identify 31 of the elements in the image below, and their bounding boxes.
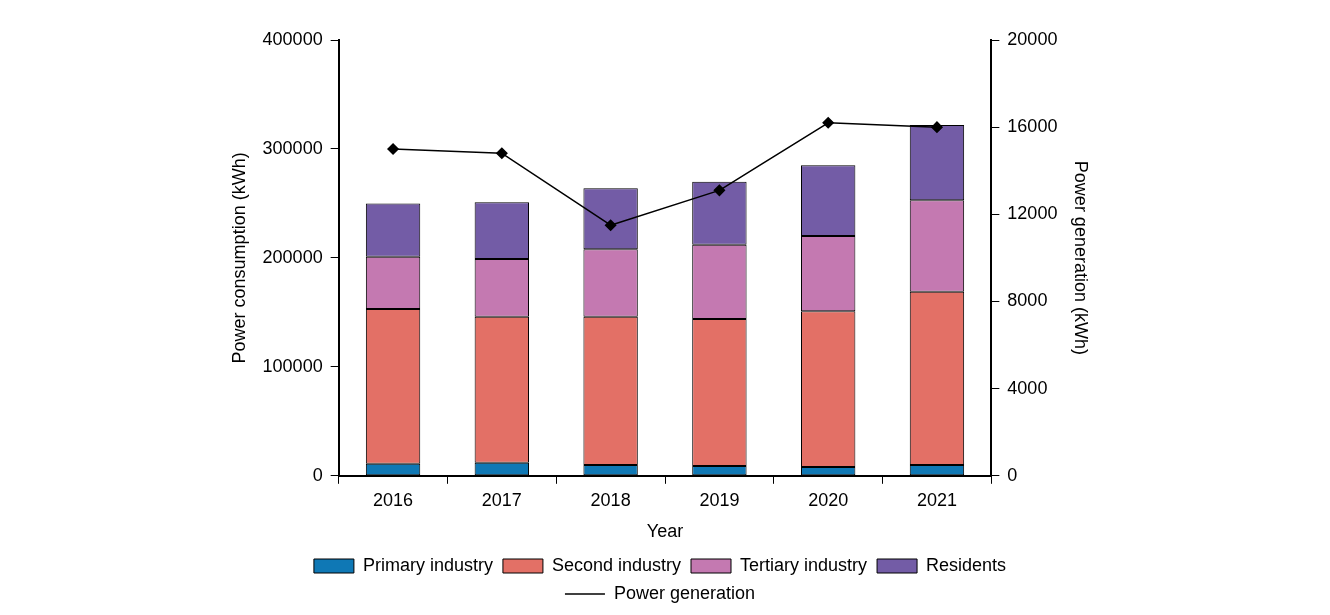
y-axis-title: Power consumption (kWh) bbox=[228, 152, 249, 364]
y2-tick-label: 4000 bbox=[1007, 377, 1048, 398]
y-tick-label: 100000 bbox=[262, 355, 323, 376]
x-axis-title: Year bbox=[646, 521, 684, 542]
y2-tick-label: 8000 bbox=[1007, 290, 1048, 311]
legend-label: Tertiary industry bbox=[740, 554, 868, 575]
y2-tick-label: 12000 bbox=[1007, 203, 1058, 224]
legend-label: Primary industry bbox=[362, 554, 493, 575]
y2-tick-label: 20000 bbox=[1007, 28, 1058, 49]
x-tick-label: 2020 bbox=[808, 489, 849, 510]
x-tick-label: 2017 bbox=[481, 489, 522, 510]
y-tick-label: 200000 bbox=[262, 246, 323, 267]
legend-label: Second industry bbox=[551, 554, 682, 575]
x-tick-label: 2016 bbox=[373, 489, 414, 510]
x-tick-label: 2021 bbox=[916, 489, 957, 510]
x-tick-label: 2018 bbox=[590, 489, 631, 510]
point bbox=[713, 184, 726, 197]
y-tick-label: 0 bbox=[312, 464, 323, 485]
point bbox=[496, 147, 508, 160]
y2-tick-label: 16000 bbox=[1007, 116, 1058, 137]
point bbox=[822, 117, 834, 129]
legend-label: Residents bbox=[926, 554, 1007, 575]
y2-axis-title: Power generation (kWh) bbox=[1071, 160, 1092, 355]
y2-tick-label: 0 bbox=[1007, 464, 1018, 485]
y-tick-label: 300000 bbox=[262, 137, 323, 158]
legend-label: Power generation bbox=[613, 582, 756, 603]
point bbox=[387, 143, 399, 155]
y-tick-label: 400000 bbox=[262, 28, 323, 49]
x-tick-label: 2019 bbox=[699, 489, 740, 510]
point bbox=[604, 219, 617, 231]
point bbox=[931, 121, 943, 133]
